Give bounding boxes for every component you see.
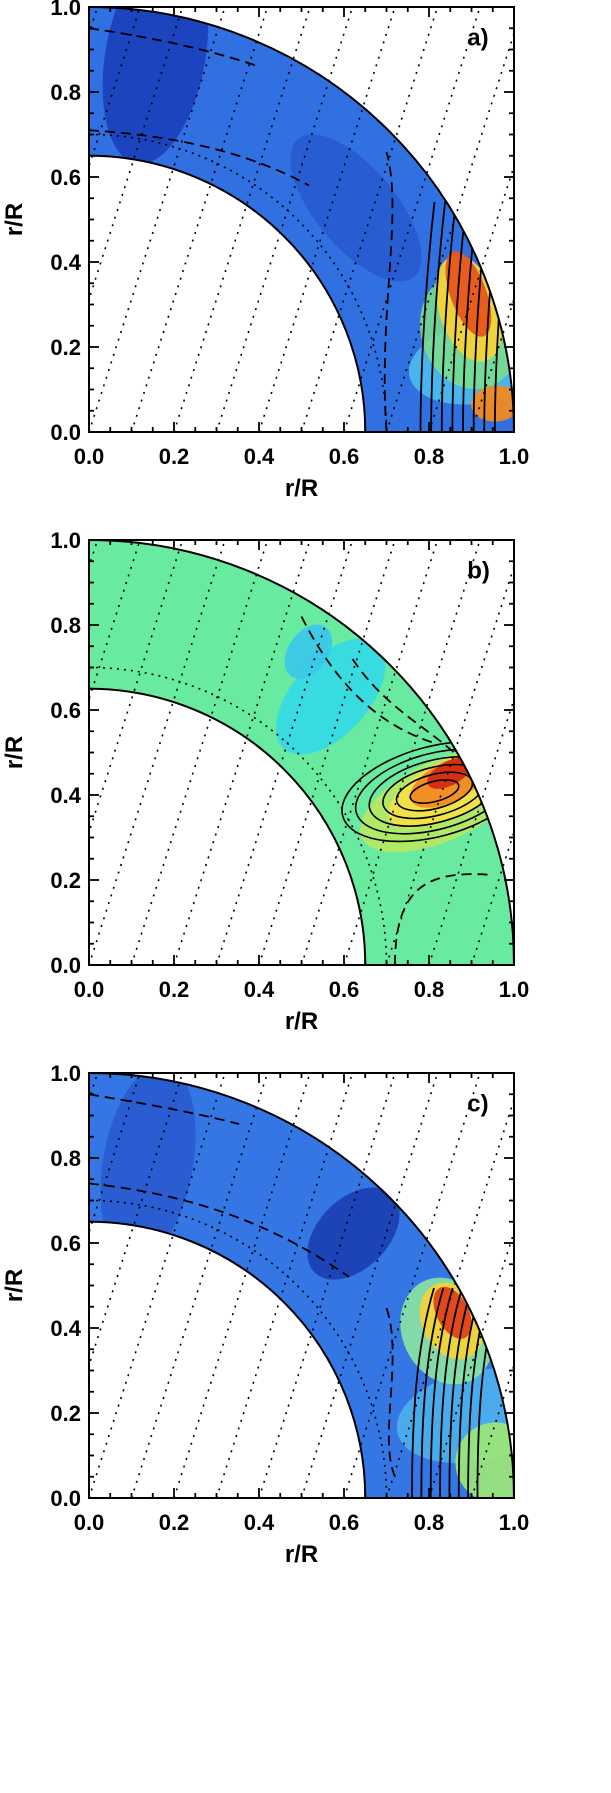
contour-negative xyxy=(89,1093,240,1125)
y-tick-label: 0.0 xyxy=(50,420,81,445)
x-axis-label: r/R xyxy=(285,1541,318,1568)
inner-boundary xyxy=(88,1220,367,1499)
contour-negative xyxy=(89,27,260,68)
y-tick-label: 0.2 xyxy=(50,335,81,360)
y-tick-label: 0.8 xyxy=(50,613,81,638)
iso-rotation-line xyxy=(513,429,514,432)
equator-cyan xyxy=(396,1368,514,1463)
contour-negative xyxy=(351,658,464,762)
x-axis-label: r/R xyxy=(285,1008,318,1035)
contour-negative xyxy=(89,129,310,187)
deep-negative-region xyxy=(307,1187,400,1280)
y-tick-label: 1.0 xyxy=(50,528,81,553)
contour-positive xyxy=(419,201,436,432)
x-tick-label: 0.8 xyxy=(414,1510,445,1535)
negative-core xyxy=(284,624,333,679)
y-tick-label: 0.2 xyxy=(50,1401,81,1426)
contour-positive xyxy=(420,1287,445,1498)
contour-positive xyxy=(409,779,460,804)
y-tick-label: 0.0 xyxy=(50,953,81,978)
x-tick-label: 0.8 xyxy=(414,977,445,1002)
x-tick-label: 0.2 xyxy=(159,1510,190,1535)
iso-rotation-line xyxy=(513,1495,514,1498)
contour-positive xyxy=(439,1287,463,1498)
contour-positive xyxy=(430,201,447,432)
y-tick-label: 0.6 xyxy=(50,165,81,190)
inner-boundary xyxy=(88,154,367,433)
panel-2: 0.0 0.2 0.4 0.6 0.8 1.0 0.0 0.2 0.4 0.6 0.8 1.0 r/R r… xyxy=(1,528,611,1035)
shell-base xyxy=(89,7,514,432)
iso-rotation-line xyxy=(599,7,611,432)
iso-rotation-line xyxy=(599,540,611,965)
x-tick-label: 0.6 xyxy=(329,444,360,469)
y-tick-label: 0.2 xyxy=(50,868,81,893)
inner-boundary xyxy=(88,687,367,966)
iso-rotation-line xyxy=(557,1073,611,1498)
panel-label: a) xyxy=(467,24,488,51)
y-tick-label: 0.8 xyxy=(50,80,81,105)
panel-label: c) xyxy=(467,1090,488,1117)
x-tick-label: 0.2 xyxy=(159,444,190,469)
x-tick-label: 1.0 xyxy=(499,977,530,1002)
contour-positive xyxy=(448,1287,473,1498)
polar-negative-region xyxy=(102,7,209,164)
x-tick-label: 1.0 xyxy=(499,444,530,469)
contour-negative xyxy=(89,1182,350,1278)
outer-boundary xyxy=(88,1072,515,1499)
x-tick-label: 0.0 xyxy=(74,444,105,469)
iso-rotation-line xyxy=(557,7,611,432)
panel-3: 0.0 0.2 0.4 0.6 0.8 1.0 0.0 0.2 0.4 0.6 0.8 1.0 r/R r… xyxy=(1,1061,611,1568)
x-tick-label: 0.4 xyxy=(244,977,275,1002)
shell-field xyxy=(89,1073,514,1498)
contour-negative xyxy=(300,616,438,745)
iso-rotation-line xyxy=(557,540,611,965)
contour-negative xyxy=(383,151,394,432)
y-axis-label: r/R xyxy=(1,1269,28,1302)
y-tick-label: 0.0 xyxy=(50,1486,81,1511)
x-tick-label: 1.0 xyxy=(499,1510,530,1535)
contour-positive xyxy=(411,1287,435,1498)
x-tick-label: 0.6 xyxy=(329,1510,360,1535)
x-tick-label: 0.4 xyxy=(244,1510,275,1535)
panel-label: b) xyxy=(467,557,490,584)
midlat-negative-region xyxy=(290,134,422,282)
shell-base xyxy=(89,1073,514,1498)
x-tick-label: 0.2 xyxy=(159,977,190,1002)
contour-negative xyxy=(385,1307,396,1478)
contour-positive xyxy=(440,201,457,432)
y-tick-label: 0.8 xyxy=(50,1146,81,1171)
equator-surface-green xyxy=(455,1422,514,1498)
iso-rotation-line xyxy=(599,1073,611,1498)
x-tick-label: 0.8 xyxy=(414,444,445,469)
y-tick-label: 1.0 xyxy=(50,0,81,20)
x-tick-label: 0.0 xyxy=(74,977,105,1002)
y-tick-label: 0.4 xyxy=(50,250,81,275)
outer-boundary xyxy=(88,539,515,966)
y-tick-label: 1.0 xyxy=(50,1061,81,1086)
contour-negative xyxy=(394,873,493,965)
y-axis-label: r/R xyxy=(1,203,28,236)
panel-1: 0.0 0.2 0.4 0.6 0.8 1.0 0.0 0.2 0.4 0.6 0.8 1.0 r/R r… xyxy=(1,0,611,502)
y-tick-label: 0.6 xyxy=(50,698,81,723)
iso-rotation-line xyxy=(513,962,514,965)
shell-field xyxy=(89,540,514,965)
x-axis-label: r/R xyxy=(285,475,318,502)
outer-boundary xyxy=(88,6,515,433)
x-tick-label: 0.0 xyxy=(74,1510,105,1535)
shell-field xyxy=(89,7,514,432)
y-tick-label: 0.4 xyxy=(50,1316,81,1341)
y-axis-label: r/R xyxy=(1,736,28,769)
contour-positive xyxy=(341,740,514,843)
y-tick-label: 0.6 xyxy=(50,1231,81,1256)
y-tick-label: 0.4 xyxy=(50,783,81,808)
x-tick-label: 0.4 xyxy=(244,444,275,469)
contour-positive xyxy=(429,1287,454,1498)
x-tick-label: 0.6 xyxy=(329,977,360,1002)
